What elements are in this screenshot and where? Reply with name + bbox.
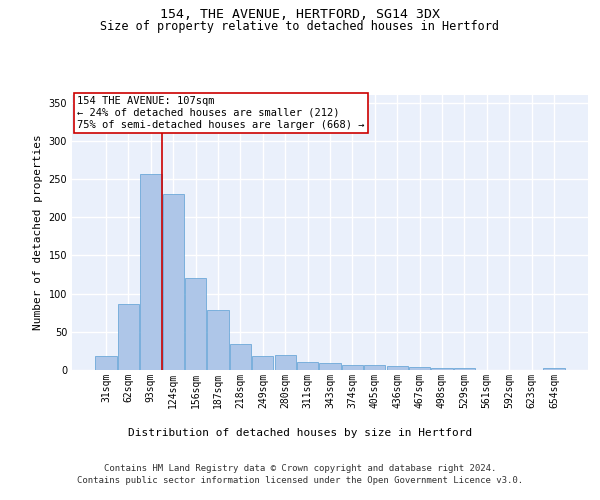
Y-axis label: Number of detached properties: Number of detached properties xyxy=(33,134,43,330)
Bar xyxy=(163,194,184,370)
Text: Contains public sector information licensed under the Open Government Licence v3: Contains public sector information licen… xyxy=(77,476,523,485)
Bar xyxy=(431,368,452,370)
Bar xyxy=(319,363,341,370)
Bar xyxy=(386,366,408,370)
Bar xyxy=(185,278,206,370)
Bar xyxy=(364,366,385,370)
Bar xyxy=(275,354,296,370)
Bar xyxy=(95,356,117,370)
Bar xyxy=(454,368,475,370)
Bar xyxy=(409,367,430,370)
Text: 154 THE AVENUE: 107sqm
← 24% of detached houses are smaller (212)
75% of semi-de: 154 THE AVENUE: 107sqm ← 24% of detached… xyxy=(77,96,365,130)
Bar xyxy=(208,310,229,370)
Text: Size of property relative to detached houses in Hertford: Size of property relative to detached ho… xyxy=(101,20,499,33)
Bar xyxy=(543,368,565,370)
Bar xyxy=(230,344,251,370)
Bar xyxy=(140,174,161,370)
Bar xyxy=(252,356,274,370)
Text: Contains HM Land Registry data © Crown copyright and database right 2024.: Contains HM Land Registry data © Crown c… xyxy=(104,464,496,473)
Bar xyxy=(297,362,318,370)
Text: 154, THE AVENUE, HERTFORD, SG14 3DX: 154, THE AVENUE, HERTFORD, SG14 3DX xyxy=(160,8,440,20)
Bar xyxy=(342,364,363,370)
Bar xyxy=(118,304,139,370)
Text: Distribution of detached houses by size in Hertford: Distribution of detached houses by size … xyxy=(128,428,472,438)
